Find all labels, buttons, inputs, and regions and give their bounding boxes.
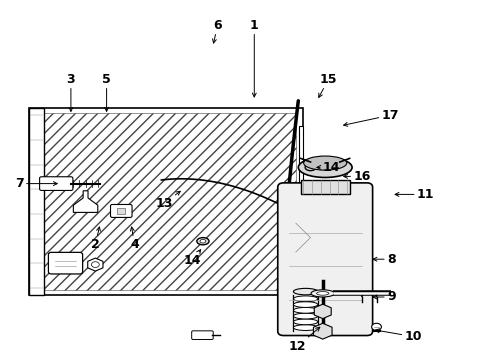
Text: 3: 3 bbox=[66, 73, 75, 111]
Text: 16: 16 bbox=[343, 170, 370, 183]
FancyBboxPatch shape bbox=[191, 331, 213, 339]
Bar bbox=[37, 113, 295, 290]
FancyBboxPatch shape bbox=[110, 204, 132, 217]
Ellipse shape bbox=[298, 157, 351, 177]
Ellipse shape bbox=[293, 325, 317, 330]
Text: 9: 9 bbox=[372, 291, 395, 303]
Text: 4: 4 bbox=[130, 227, 139, 251]
Ellipse shape bbox=[293, 319, 317, 325]
Text: 2: 2 bbox=[91, 227, 100, 251]
Ellipse shape bbox=[196, 238, 209, 245]
Ellipse shape bbox=[303, 156, 346, 170]
Bar bbox=[29, 108, 303, 295]
Ellipse shape bbox=[293, 313, 317, 319]
Text: 8: 8 bbox=[372, 253, 395, 266]
Circle shape bbox=[371, 323, 381, 330]
Text: 5: 5 bbox=[102, 73, 111, 111]
Ellipse shape bbox=[310, 290, 334, 297]
Bar bbox=[300, 180, 349, 194]
Text: 17: 17 bbox=[343, 109, 398, 126]
Bar bbox=[117, 208, 125, 214]
Text: 11: 11 bbox=[394, 188, 433, 201]
Text: 12: 12 bbox=[288, 327, 319, 353]
Text: 13: 13 bbox=[155, 191, 180, 210]
Text: 14: 14 bbox=[183, 250, 201, 267]
Text: 1: 1 bbox=[249, 19, 258, 97]
Ellipse shape bbox=[316, 292, 328, 295]
Ellipse shape bbox=[293, 296, 317, 302]
Bar bbox=[299, 126, 303, 277]
Polygon shape bbox=[73, 191, 98, 212]
Ellipse shape bbox=[200, 239, 205, 243]
Ellipse shape bbox=[293, 307, 317, 313]
Text: 7: 7 bbox=[15, 177, 57, 190]
FancyBboxPatch shape bbox=[48, 252, 82, 274]
Ellipse shape bbox=[293, 302, 317, 307]
Ellipse shape bbox=[305, 164, 315, 171]
Circle shape bbox=[91, 262, 99, 267]
Text: 15: 15 bbox=[318, 73, 337, 98]
Ellipse shape bbox=[293, 288, 317, 295]
Bar bbox=[29, 108, 44, 295]
FancyBboxPatch shape bbox=[40, 177, 73, 190]
Text: 10: 10 bbox=[375, 329, 421, 343]
FancyBboxPatch shape bbox=[277, 183, 372, 336]
Text: 14: 14 bbox=[316, 161, 340, 174]
Text: 6: 6 bbox=[212, 19, 222, 43]
